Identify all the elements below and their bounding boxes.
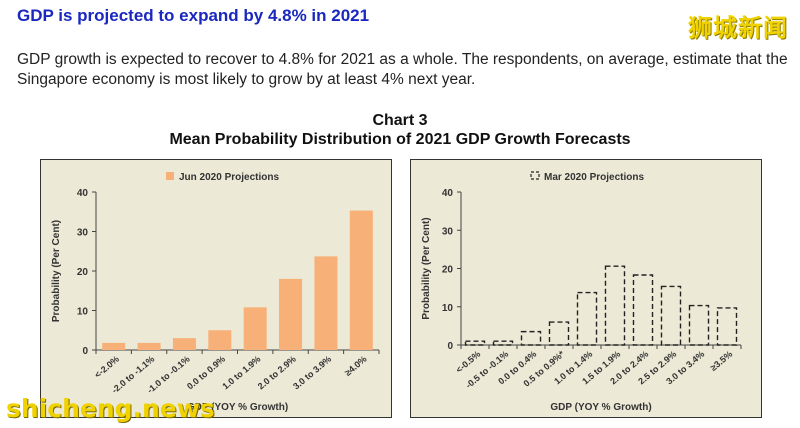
chart-panel-mar: Mar 2020 Projections 0 10 20 30 40 Probability…: [410, 159, 762, 418]
legend-swatch: [166, 172, 174, 180]
x-axis-label: GDP (YOY % Growth): [187, 402, 288, 413]
bar: [548, 321, 570, 346]
bar: [208, 330, 232, 350]
x-tick-label: 1.0 to 1.9%: [220, 354, 262, 392]
bar: [632, 274, 654, 346]
legend-label: Mar 2020 Projections: [544, 172, 644, 183]
chart-mar-svg: Mar 2020 Projections 0 10 20 30 40 Probability…: [421, 171, 742, 413]
x-tick-label: 3.0 to 3.9%: [291, 354, 333, 392]
x-tick-label: ≥3.5%: [708, 349, 734, 373]
y-tick-label: 40: [77, 188, 89, 199]
y-tick-label: 10: [77, 307, 89, 318]
watermark-logo-text: 狮城新闻: [688, 15, 788, 42]
x-tick-label: 0.0 to 0.9%: [185, 354, 227, 392]
chart-number: Chart 3: [372, 112, 428, 129]
bar: [279, 278, 303, 350]
watermark-site-text: shicheng.news: [6, 394, 215, 423]
bar: [688, 304, 710, 346]
bar: [243, 307, 267, 350]
headline: GDP is projected to expand by 4.8% in 20…: [17, 6, 370, 25]
y-axis-label: Probability (Per Cent): [421, 217, 432, 319]
bar: [102, 342, 126, 350]
bar: [604, 265, 626, 346]
y-tick-label: 0: [447, 341, 453, 352]
y-tick-label: 20: [442, 265, 454, 276]
chart-jun-svg: Jun 2020 Projections 0 10 20 30 40 Probability…: [51, 172, 380, 413]
bar: [464, 340, 486, 346]
bar: [660, 285, 682, 346]
chart-panel-jun: Jun 2020 Projections 0 10 20 30 40 Probability…: [40, 159, 392, 418]
y-tick-label: 30: [77, 228, 89, 239]
bar: [520, 330, 542, 346]
x-axis-label: GDP (YOY % Growth): [550, 402, 651, 413]
y-tick-label: 10: [442, 303, 454, 314]
x-tick-label: 2.0 to 2.9%: [256, 354, 298, 392]
y-tick-label: 0: [82, 346, 88, 357]
y-tick-label: 40: [442, 188, 454, 199]
x-tick-label: <-2.0%: [92, 354, 120, 380]
x-tick-label: ≥4.0%: [343, 354, 369, 378]
bar: [172, 338, 196, 350]
summary-paragraph: GDP growth is expected to recover to 4.8…: [17, 51, 788, 88]
bar: [576, 291, 598, 346]
bar: [314, 256, 338, 350]
chart-title: Mean Probability Distribution of 2021 GD…: [169, 131, 631, 148]
legend-swatch: [530, 171, 540, 180]
bar: [137, 342, 161, 350]
bar: [716, 307, 738, 346]
y-tick-label: 20: [77, 267, 89, 278]
legend-label: Jun 2020 Projections: [179, 172, 279, 183]
bar: [492, 340, 514, 346]
bar: [349, 210, 373, 350]
y-axis-label: Probability (Per Cent): [51, 220, 62, 322]
y-tick-label: 30: [442, 226, 454, 237]
